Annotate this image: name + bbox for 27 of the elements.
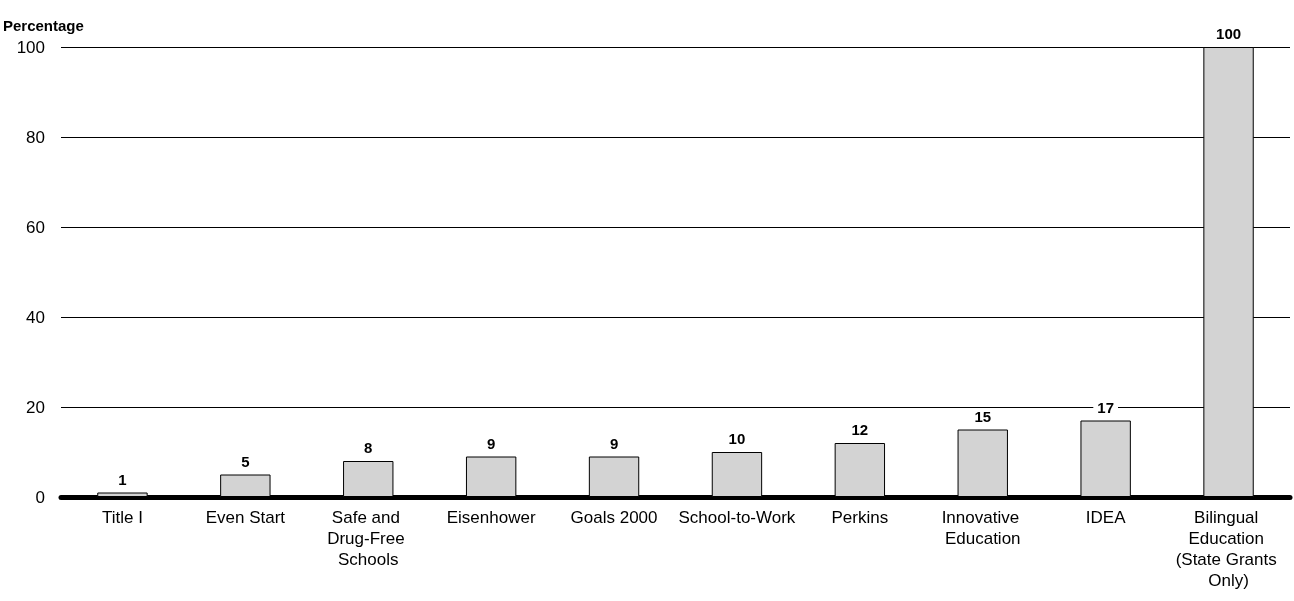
y-tick-label: 100 [16, 37, 45, 57]
data-label: 8 [364, 439, 373, 456]
x-tick-label: Eisenhower [446, 508, 536, 527]
y-tick-label: 0 [35, 487, 45, 507]
data-label: 5 [241, 452, 250, 470]
x-tick-label: Title I [101, 508, 143, 527]
x-tick-label: Even Start [205, 508, 286, 527]
y-tick-label: 20 [26, 397, 45, 417]
data-label: 15 [974, 407, 992, 425]
data-label: 10 [728, 430, 746, 447]
x-tick-label: IDEA [1085, 508, 1127, 527]
data-label: 9 [609, 434, 619, 452]
data-label: 1 [118, 470, 127, 488]
y-tick-label: 40 [26, 307, 45, 327]
data-label: 9 [486, 434, 496, 452]
x-tick-label: Bilingual Education (State Grants Only) [1175, 508, 1282, 590]
data-label: 17 [1097, 398, 1114, 416]
data-label: 12 [851, 421, 869, 438]
y-axis-title: Percentage [3, 17, 84, 34]
data-label: 100 [1216, 25, 1242, 42]
y-tick-label: 60 [26, 217, 45, 237]
x-tick-label: Goals 2000 [570, 508, 658, 527]
x-tick-label: Perkins [831, 508, 889, 527]
x-tick-label: School-to-Work [678, 508, 796, 527]
x-tick-label: Safe and Drug-Free Schools [327, 508, 410, 569]
y-tick-label: 80 [26, 127, 45, 147]
x-tick-label: Innovative Education [941, 508, 1024, 548]
